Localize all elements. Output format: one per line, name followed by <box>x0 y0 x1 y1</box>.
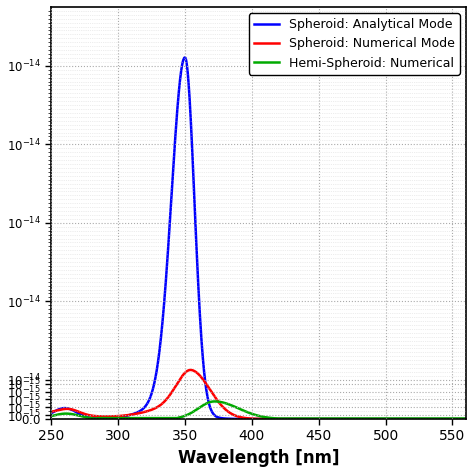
Spheroid: Analytical Mode: (369, 2.79e-15): Analytical Mode: (369, 2.79e-15) <box>208 405 213 411</box>
Hemi-Spheroid: Numerical: (383, 3.79e-15): Numerical: (383, 3.79e-15) <box>226 401 231 407</box>
Spheroid: Numerical Mode: (369, 7.33e-15): Numerical Mode: (369, 7.33e-15) <box>208 387 213 393</box>
Hemi-Spheroid: Numerical: (285, 2.5e-16): Numerical: (285, 2.5e-16) <box>96 415 101 421</box>
Spheroid: Analytical Mode: (554, 2.15e-47): Analytical Mode: (554, 2.15e-47) <box>455 416 461 422</box>
Hemi-Spheroid: Numerical: (372, 4.5e-15): Numerical: (372, 4.5e-15) <box>211 399 217 404</box>
Spheroid: Numerical Mode: (554, 7.51e-19): Numerical Mode: (554, 7.51e-19) <box>455 416 461 422</box>
Line: Spheroid: Analytical Mode: Spheroid: Analytical Mode <box>51 57 466 419</box>
Hemi-Spheroid: Numerical: (554, 1.5e-16): Numerical: (554, 1.5e-16) <box>455 416 461 421</box>
Spheroid: Analytical Mode: (250, 1.51e-15): Analytical Mode: (250, 1.51e-15) <box>48 410 54 416</box>
Spheroid: Analytical Mode: (350, 9.21e-14): Analytical Mode: (350, 9.21e-14) <box>182 55 188 60</box>
Legend: Spheroid: Analytical Mode, Spheroid: Numerical Mode, Hemi-Spheroid: Numerical: Spheroid: Analytical Mode, Spheroid: Num… <box>249 13 459 75</box>
Hemi-Spheroid: Numerical: (369, 4.36e-15): Numerical: (369, 4.36e-15) <box>208 399 213 405</box>
Spheroid: Numerical Mode: (304, 8.75e-16): Numerical Mode: (304, 8.75e-16) <box>120 413 126 419</box>
Spheroid: Numerical Mode: (521, 1.73e-18): Numerical Mode: (521, 1.73e-18) <box>410 416 416 422</box>
Hemi-Spheroid: Numerical: (282, 1.5e-16): Numerical: (282, 1.5e-16) <box>91 416 97 421</box>
Spheroid: Numerical Mode: (560, 6.46e-19): Numerical Mode: (560, 6.46e-19) <box>463 416 469 422</box>
X-axis label: Wavelength [nm]: Wavelength [nm] <box>178 449 339 467</box>
Spheroid: Numerical Mode: (382, 1.86e-15): Numerical Mode: (382, 1.86e-15) <box>226 409 231 415</box>
Hemi-Spheroid: Numerical: (521, 1.5e-16): Numerical: (521, 1.5e-16) <box>410 416 416 421</box>
Line: Spheroid: Numerical Mode: Spheroid: Numerical Mode <box>51 370 466 419</box>
Spheroid: Analytical Mode: (560, 3.53e-49): Analytical Mode: (560, 3.53e-49) <box>463 416 469 422</box>
Spheroid: Analytical Mode: (304, 6.67e-16): Analytical Mode: (304, 6.67e-16) <box>120 414 126 419</box>
Spheroid: Numerical Mode: (285, 7.1e-16): Numerical Mode: (285, 7.1e-16) <box>96 413 101 419</box>
Spheroid: Analytical Mode: (382, 9.54e-17): Analytical Mode: (382, 9.54e-17) <box>226 416 231 421</box>
Spheroid: Analytical Mode: (285, 1.2e-16): Analytical Mode: (285, 1.2e-16) <box>96 416 101 421</box>
Spheroid: Analytical Mode: (521, 2.43e-38): Analytical Mode: (521, 2.43e-38) <box>410 416 416 422</box>
Line: Hemi-Spheroid: Numerical: Hemi-Spheroid: Numerical <box>51 401 466 419</box>
Spheroid: Numerical Mode: (250, 1.9e-15): Numerical Mode: (250, 1.9e-15) <box>48 409 54 414</box>
Spheroid: Numerical Mode: (354, 1.25e-14): Numerical Mode: (354, 1.25e-14) <box>188 367 193 373</box>
Hemi-Spheroid: Numerical: (560, 1.5e-16): Numerical: (560, 1.5e-16) <box>463 416 469 421</box>
Hemi-Spheroid: Numerical: (304, 2.5e-16): Numerical: (304, 2.5e-16) <box>120 415 126 421</box>
Hemi-Spheroid: Numerical: (250, 7.65e-16): Numerical: (250, 7.65e-16) <box>48 413 54 419</box>
